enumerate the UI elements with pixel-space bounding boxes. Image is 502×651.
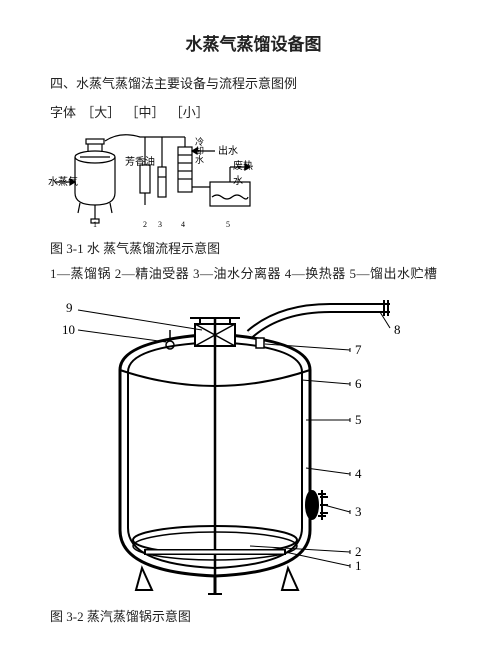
section-heading: 四、水蒸气蒸馏法主要设备与流程示意图例 bbox=[50, 73, 457, 92]
fig1-label-aroma: 芳香油 bbox=[125, 153, 155, 168]
font-size-selector: 字体 ［大］ ［中］ ［小］ bbox=[50, 102, 457, 121]
fig2-num-2: 2 bbox=[355, 544, 362, 559]
font-size-large[interactable]: ［大］ bbox=[81, 105, 120, 120]
fig2-num-10: 10 bbox=[62, 322, 75, 337]
figure-1-process-flow: 1 2 3 4 5 水蒸气 芳香油 冷却水 出水 废热水 bbox=[50, 127, 260, 232]
fig1-label-waste: 废热水 bbox=[233, 157, 260, 187]
page-title: 水蒸气蒸馏设备图 bbox=[50, 30, 457, 55]
figure-2-distillation-pot: 1 2 3 4 5 6 7 8 9 10 bbox=[50, 290, 430, 600]
font-size-prefix: 字体 bbox=[50, 105, 76, 120]
font-size-small[interactable]: ［小］ bbox=[170, 105, 209, 120]
fig2-num-5: 5 bbox=[355, 412, 362, 427]
svg-text:3: 3 bbox=[158, 220, 162, 229]
fig2-num-9: 9 bbox=[66, 300, 73, 315]
figure-1-caption: 图 3-1 水 蒸气蒸馏流程示意图 bbox=[50, 238, 457, 257]
svg-text:1: 1 bbox=[93, 220, 97, 229]
font-size-medium[interactable]: ［中］ bbox=[126, 105, 165, 120]
fig2-num-6: 6 bbox=[355, 376, 362, 391]
figure-2-caption: 图 3-2 蒸汽蒸馏锅示意图 bbox=[50, 606, 457, 625]
fig2-num-1: 1 bbox=[355, 558, 362, 573]
fig1-label-cooling: 冷却水 bbox=[193, 137, 206, 164]
fig1-label-steam: 水蒸气 bbox=[48, 173, 78, 188]
svg-text:4: 4 bbox=[181, 220, 185, 229]
fig2-num-8: 8 bbox=[394, 322, 401, 337]
svg-text:5: 5 bbox=[226, 220, 230, 229]
figure-2-svg: 1 2 3 4 5 6 7 8 9 10 bbox=[50, 290, 430, 600]
fig2-num-4: 4 bbox=[355, 466, 362, 481]
fig2-num-3: 3 bbox=[355, 504, 362, 519]
fig1-label-out: 出水 bbox=[218, 142, 238, 157]
figure-1-legend: 1—蒸馏锅 2—精油受器 3—油水分离器 4—换热器 5—馏出水贮槽 bbox=[50, 263, 457, 282]
fig2-num-7: 7 bbox=[355, 342, 362, 357]
svg-text:2: 2 bbox=[143, 220, 147, 229]
